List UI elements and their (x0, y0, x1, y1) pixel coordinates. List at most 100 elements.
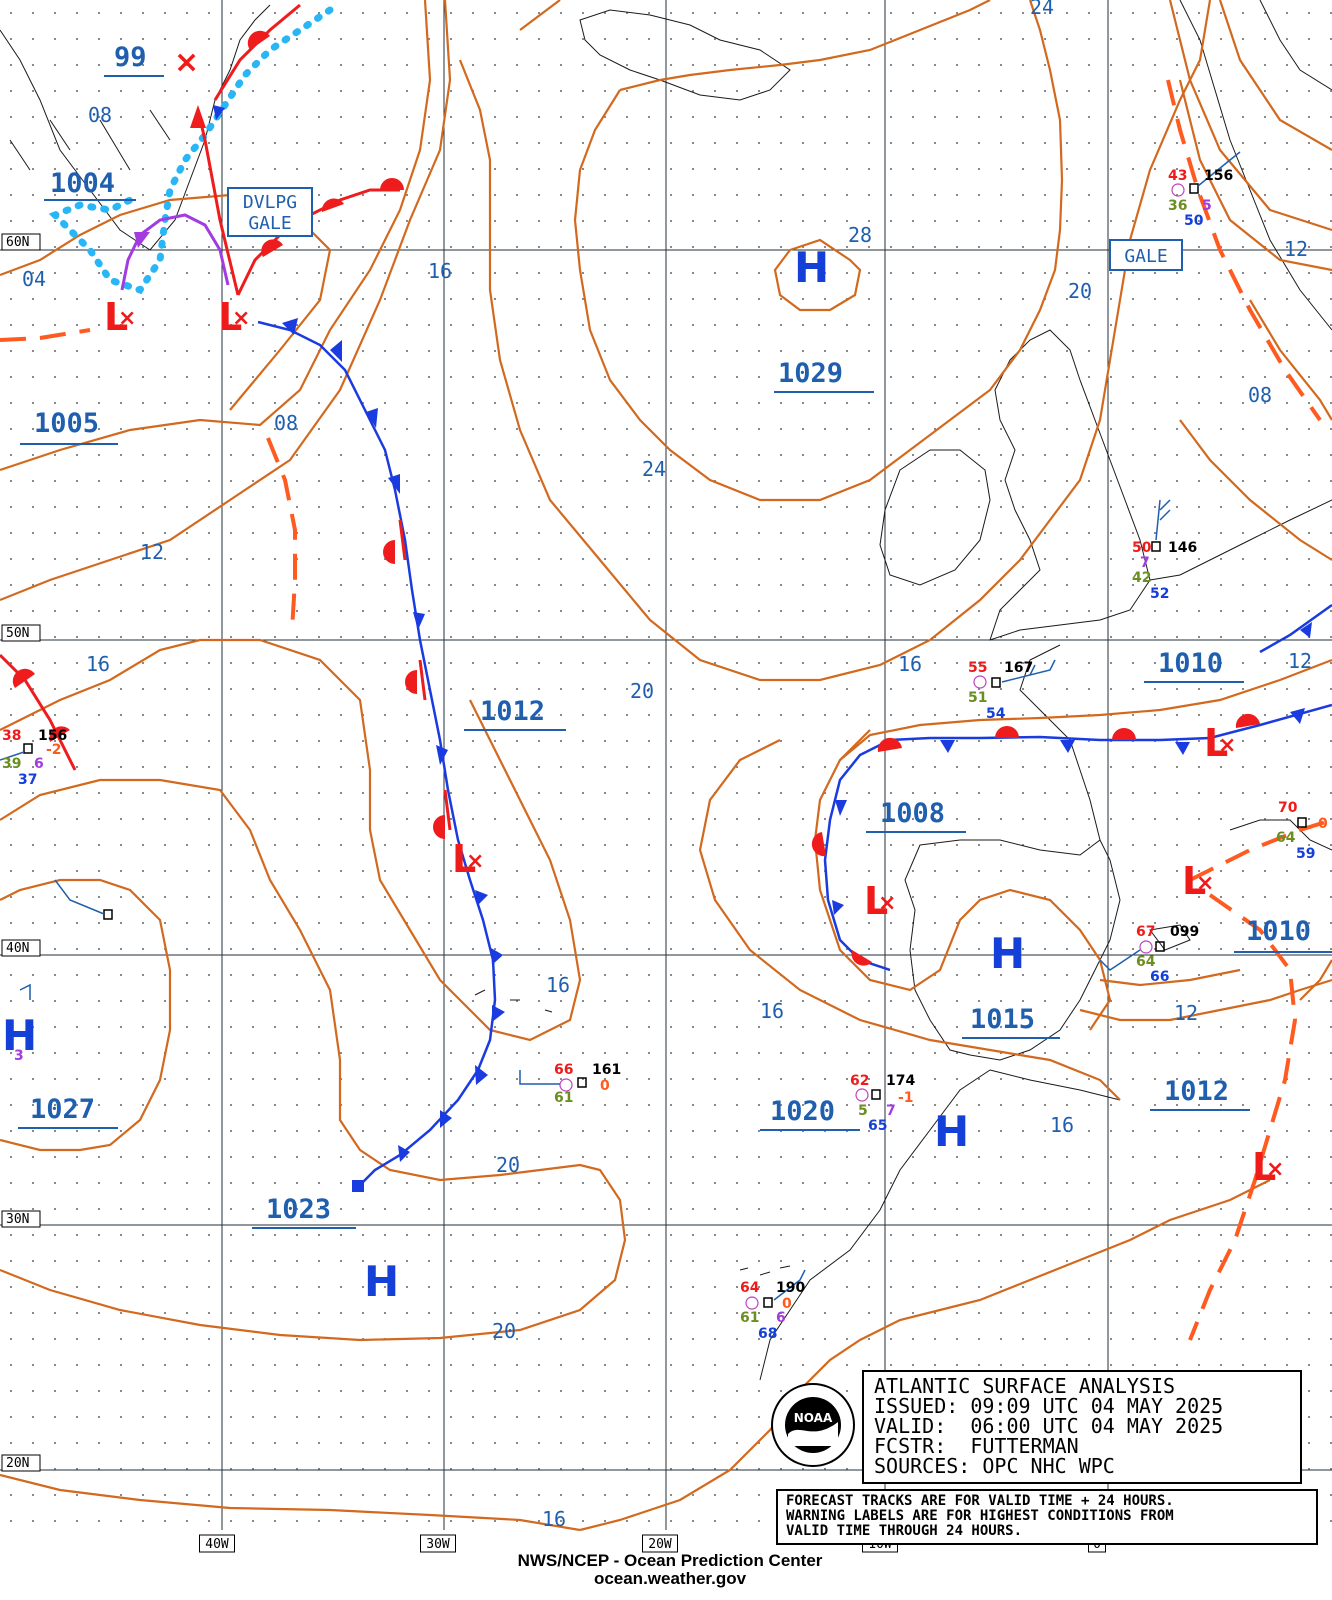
isobar-label: 08 (88, 103, 112, 127)
isobar-label: 16 (898, 652, 922, 676)
high-center-symbol: H (364, 1257, 399, 1306)
latitude-label: 40N (1, 939, 41, 957)
west-warm-front (0, 653, 77, 771)
isobar-label: 08 (274, 411, 298, 435)
svg-text:36: 36 (1168, 198, 1187, 214)
svg-text:5: 5 (1202, 198, 1212, 214)
noaa-logo-text: NOAA (794, 1411, 833, 1425)
pressure-label: 1020 (770, 1096, 835, 1127)
isobar-label: 12 (1284, 237, 1308, 261)
coastlines (0, 0, 1332, 1381)
svg-text:146: 146 (1168, 540, 1197, 556)
isobars (0, 0, 1332, 1532)
svg-text:161: 161 (592, 1062, 621, 1078)
legend-valid: VALID: 06:00 UTC 04 MAY 2025 (874, 1414, 1224, 1438)
longitude-label: 40W (199, 1534, 235, 1553)
svg-text:55: 55 (968, 660, 987, 676)
latitude-label: 50N (1, 624, 41, 642)
pressure-label: 1012 (1164, 1076, 1229, 1107)
pressure-label: 1005 (34, 408, 99, 439)
svg-text:68: 68 (758, 1326, 777, 1342)
legend-issued: ISSUED: 09:09 UTC 04 MAY 2025 (874, 1394, 1224, 1418)
isobar-label: 16 (760, 999, 784, 1023)
isobar-label: 16 (546, 973, 570, 997)
svg-text:40N: 40N (6, 941, 29, 956)
svg-text:7: 7 (1140, 555, 1150, 571)
warning-note-line: VALID TIME THROUGH 24 HOURS. (786, 1523, 1023, 1539)
pressure-label: 1004 (50, 168, 115, 199)
latitude-label: 30N (1, 1210, 41, 1228)
svg-text:65: 65 (868, 1118, 887, 1134)
credit: NWS/NCEP - Ocean Prediction Center ocean… (440, 1552, 900, 1588)
svg-text:50: 50 (1184, 213, 1204, 229)
low-center-symbol: L (1182, 859, 1206, 903)
isobar-labels: 08 04 08 12 16 16 24 20 28 20 12 08 16 1… (22, 0, 1312, 1531)
credit-org: NWS/NCEP - Ocean Prediction Center (517, 1551, 823, 1570)
isobar-label: 12 (140, 540, 164, 564)
noaa-logo: NOAA (770, 1382, 856, 1468)
greenland-fronts: × (120, 3, 404, 296)
svg-text:20W: 20W (648, 1537, 672, 1552)
station-plot: 62 5 174 -1 7 65 (850, 1073, 915, 1134)
svg-text:×: × (466, 849, 484, 874)
station-plot: 3 (14, 879, 113, 1064)
isobar-label: 24 (1030, 0, 1054, 19)
warning-label: GALE (248, 213, 291, 234)
svg-text:0: 0 (1318, 816, 1328, 832)
high-center-symbol: H (794, 243, 829, 292)
isobar-label: 04 (22, 267, 46, 291)
svg-text:167: 167 (1004, 660, 1033, 676)
svg-text:51: 51 (968, 690, 987, 706)
legend-sources: SOURCES: OPC NHC WPC (874, 1454, 1115, 1478)
pressure-label: 1023 (266, 1194, 331, 1225)
pressure-label: 1029 (778, 358, 843, 389)
station-plot: 70 64 0 59 (1276, 800, 1328, 862)
svg-text:30N: 30N (6, 1212, 29, 1227)
svg-text:37: 37 (18, 772, 37, 788)
legend-title: ATLANTIC SURFACE ANALYSIS (874, 1374, 1176, 1398)
france-coast (1019, 644, 1101, 841)
svg-text:50N: 50N (6, 626, 29, 641)
svg-text:×: × (118, 306, 136, 331)
svg-text:67: 67 (1136, 924, 1155, 940)
isobar-label: 20 (630, 679, 654, 703)
pressure-label: 1015 (970, 1004, 1035, 1035)
africa-coast (759, 1069, 991, 1381)
ireland-coast (879, 449, 991, 586)
longitude-label: 30W (420, 1534, 456, 1553)
isobar-label: 12 (1288, 649, 1312, 673)
pressure-label: 1010 (1158, 648, 1223, 679)
high-centers: H 1029 H 1015 H 1020 H 1023 H 1027 (2, 243, 1060, 1306)
svg-text:7: 7 (886, 1103, 896, 1119)
station-plot: 50 42 146 7 52 (1132, 499, 1197, 602)
isobar-label: 20 (492, 1319, 516, 1343)
isobar-label: 08 (1248, 383, 1272, 407)
isobar-label: 16 (428, 259, 452, 283)
low-center-symbol: L (864, 879, 888, 923)
isobar-label: 16 (1050, 1113, 1074, 1137)
svg-text:156: 156 (38, 728, 67, 744)
svg-text:6: 6 (776, 1310, 786, 1326)
low-center-symbol: L (452, 837, 476, 881)
svg-text:0: 0 (782, 1296, 792, 1312)
svg-text:61: 61 (554, 1090, 573, 1106)
svg-text:5: 5 (858, 1103, 868, 1119)
ice-edge (48, 6, 334, 295)
observations: 66 61 161 0 62 5 174 -1 7 65 64 61 190 0… (0, 151, 1328, 1342)
warning-labels: DVLPG GALE GALE (227, 187, 1183, 271)
warning-note-line: FORECAST TRACKS ARE FOR VALID TIME + 24 … (786, 1493, 1174, 1509)
low-center-symbol: L (1252, 1145, 1276, 1189)
pressure-label: 99 (114, 42, 147, 73)
greenland-coast (0, 4, 271, 251)
cold-front (257, 318, 505, 1192)
longitude-label: 20W (642, 1534, 678, 1553)
svg-text:38: 38 (2, 728, 21, 744)
svg-text:174: 174 (886, 1073, 915, 1089)
svg-text:-2: -2 (46, 742, 62, 758)
pressure-label: 1027 (30, 1094, 95, 1125)
isobar-label: 24 (642, 457, 666, 481)
troughs (0, 79, 1332, 1341)
iberia-coast (904, 839, 1121, 1061)
latitude-labels: 60N 50N 40N 30N 20N (1, 233, 41, 1472)
